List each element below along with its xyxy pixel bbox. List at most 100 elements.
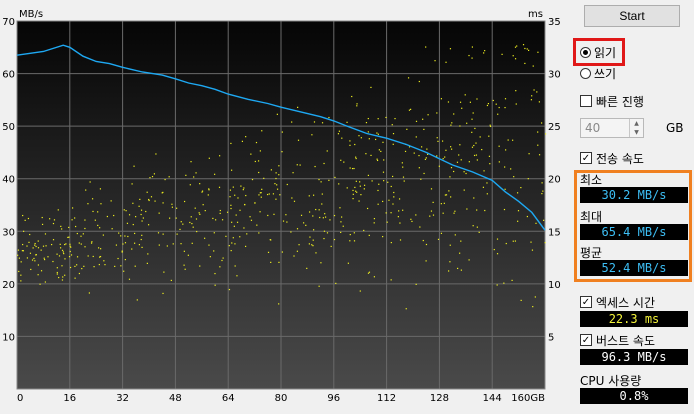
access-point xyxy=(420,178,422,180)
access-point xyxy=(115,244,118,246)
access-point xyxy=(22,214,24,217)
access-point xyxy=(324,213,326,215)
access-point xyxy=(392,133,395,135)
burst-label: 버스트 속도 xyxy=(596,333,656,348)
access-point xyxy=(335,282,337,285)
access-point xyxy=(478,231,480,233)
access-point xyxy=(64,274,66,276)
access-point xyxy=(140,209,143,211)
access-point xyxy=(61,265,63,267)
access-point xyxy=(419,226,421,228)
transfer-checkbox-box[interactable] xyxy=(580,152,592,164)
access-point xyxy=(272,193,275,195)
access-point xyxy=(352,189,354,192)
y-right-tick: 30 xyxy=(548,70,561,81)
size-stepper[interactable]: 40 ▲ ▼ xyxy=(580,118,644,138)
access-point xyxy=(58,255,61,257)
access-point xyxy=(318,285,320,287)
access-point xyxy=(445,194,448,196)
access-point xyxy=(535,222,537,224)
access-point xyxy=(498,106,500,109)
access-point xyxy=(127,235,129,238)
access-point xyxy=(340,231,342,234)
access-point xyxy=(377,133,379,135)
access-point xyxy=(510,168,512,170)
access-point xyxy=(440,232,443,234)
access-point xyxy=(193,176,195,178)
transfer-checkbox[interactable]: 전송 속도 xyxy=(580,150,644,166)
access-point xyxy=(459,144,461,146)
access-point xyxy=(368,271,371,273)
access-point xyxy=(516,192,519,194)
access-point xyxy=(313,229,315,231)
access-point xyxy=(201,190,204,192)
access-point xyxy=(268,193,270,195)
cpu-label: CPU 사용량 xyxy=(580,374,642,388)
access-point xyxy=(213,232,215,234)
access-point xyxy=(514,240,517,242)
access-point xyxy=(60,225,62,227)
access-point xyxy=(146,191,148,193)
burst-checkbox[interactable]: 버스트 속도 xyxy=(580,332,655,348)
access-point xyxy=(230,204,232,206)
access-point xyxy=(315,252,317,254)
access-point xyxy=(380,150,382,153)
access-point xyxy=(134,242,136,244)
access-point xyxy=(474,127,476,130)
access-point xyxy=(513,176,515,178)
access-point xyxy=(469,101,472,103)
access-point xyxy=(368,138,370,140)
access-point xyxy=(70,246,72,248)
access-point xyxy=(312,245,314,247)
access-point xyxy=(498,161,500,163)
access-point xyxy=(242,189,244,191)
access-point xyxy=(489,163,491,165)
burst-checkbox-box[interactable] xyxy=(580,334,592,346)
start-button[interactable]: Start xyxy=(584,5,680,27)
access-point xyxy=(141,234,143,236)
access-point xyxy=(392,143,394,145)
stepper-arrows[interactable]: ▲ ▼ xyxy=(629,119,643,137)
access-point xyxy=(538,154,541,156)
access-point xyxy=(154,200,156,202)
access-point xyxy=(99,188,102,190)
write-radio-dot[interactable] xyxy=(580,67,591,79)
access-point xyxy=(475,154,478,156)
access-point xyxy=(376,132,378,134)
access-point xyxy=(530,241,532,243)
write-radio[interactable]: 쓰기 xyxy=(580,65,616,81)
access-point xyxy=(425,243,428,246)
access-point xyxy=(24,219,26,221)
access-point xyxy=(320,181,322,183)
access-checkbox-box[interactable] xyxy=(580,296,592,308)
access-point xyxy=(225,235,227,237)
read-radio-dot[interactable] xyxy=(580,46,591,58)
access-checkbox[interactable]: 엑세스 시간 xyxy=(580,294,655,310)
access-point xyxy=(243,187,245,189)
access-point xyxy=(29,252,32,254)
access-point xyxy=(104,264,106,266)
access-point xyxy=(377,189,379,192)
access-point xyxy=(377,203,379,205)
access-point xyxy=(64,258,66,260)
quick-checkbox-box[interactable] xyxy=(580,95,592,107)
access-point xyxy=(195,218,198,220)
access-point xyxy=(405,308,407,310)
access-point xyxy=(346,187,348,189)
access-point xyxy=(422,118,424,120)
access-point xyxy=(126,222,129,224)
quick-checkbox[interactable]: 빠른 진행 xyxy=(580,93,644,109)
access-point xyxy=(313,121,316,123)
access-point xyxy=(309,236,311,238)
access-point xyxy=(303,222,305,224)
access-point xyxy=(80,243,82,245)
access-point xyxy=(475,142,477,144)
access-point xyxy=(530,99,533,101)
access-point xyxy=(134,232,136,235)
access-point xyxy=(511,279,513,282)
access-point xyxy=(330,245,332,248)
access-point xyxy=(425,260,427,262)
access-point xyxy=(406,128,408,130)
access-point xyxy=(258,194,260,196)
read-radio[interactable]: 읽기 xyxy=(580,44,616,60)
